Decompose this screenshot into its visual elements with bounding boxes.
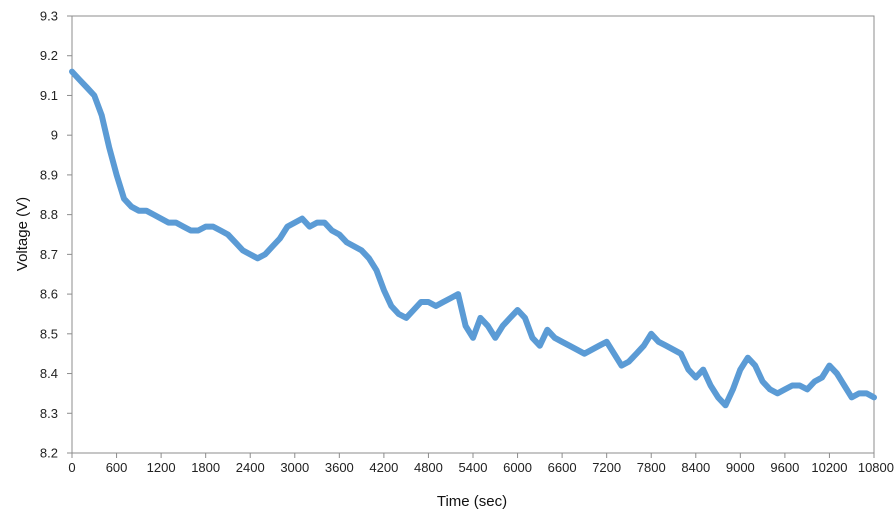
x-axis-title: Time (sec) — [437, 493, 507, 510]
x-tick-label: 9000 — [726, 460, 755, 475]
x-tick-label: 4800 — [414, 460, 443, 475]
x-tick-label: 0 — [68, 460, 75, 475]
x-tick-label: 1200 — [147, 460, 176, 475]
y-tick-label: 8.5 — [40, 326, 58, 341]
plot-frame — [71, 15, 875, 454]
x-tick-label: 6000 — [503, 460, 532, 475]
y-tick-label: 8.9 — [40, 167, 58, 182]
x-tick-label: 9600 — [770, 460, 799, 475]
x-tick-label: 3000 — [280, 460, 309, 475]
x-tick-label: 3600 — [325, 460, 354, 475]
x-axis-ticks: 0 600 1200 1800 2400 3000 3600 4200 4800 5400 6000… — [68, 453, 894, 475]
y-tick-label: 8.4 — [40, 366, 58, 381]
y-tick-label: 8.7 — [40, 247, 58, 262]
series-layer — [69, 68, 877, 409]
x-tick-label: 1800 — [191, 460, 220, 475]
x-tick-label: 6600 — [548, 460, 577, 475]
y-tick-label: 8.3 — [40, 406, 58, 421]
x-tick-label: 600 — [106, 460, 128, 475]
x-tick-label: 10200 — [811, 460, 847, 475]
x-tick-label: 7200 — [592, 460, 621, 475]
voltage-series-line — [69, 68, 877, 409]
x-tick-label: 8400 — [681, 460, 710, 475]
x-tick-label: 4200 — [369, 460, 398, 475]
y-tick-label: 9.2 — [40, 48, 58, 63]
y-axis-title: Voltage (V) — [14, 197, 31, 271]
plot-area — [71, 15, 875, 454]
y-tick-label: 8.8 — [40, 207, 58, 222]
y-tick-label: 8.2 — [40, 446, 58, 461]
x-tick-label: 10800 — [858, 460, 894, 475]
y-tick-label: 9.3 — [40, 9, 58, 24]
y-tick-label: 8.6 — [40, 287, 58, 302]
y-tick-label: 9 — [51, 128, 58, 143]
x-tick-label: 5400 — [459, 460, 488, 475]
x-tick-label: 2400 — [236, 460, 265, 475]
x-tick-label: 7800 — [637, 460, 666, 475]
y-tick-label: 9.1 — [40, 88, 58, 103]
y-axis-ticks: 8.2 8.3 8.4 8.5 8.6 8.7 8.8 8.9 9 9.1 9.2 9.3 — [40, 9, 72, 461]
